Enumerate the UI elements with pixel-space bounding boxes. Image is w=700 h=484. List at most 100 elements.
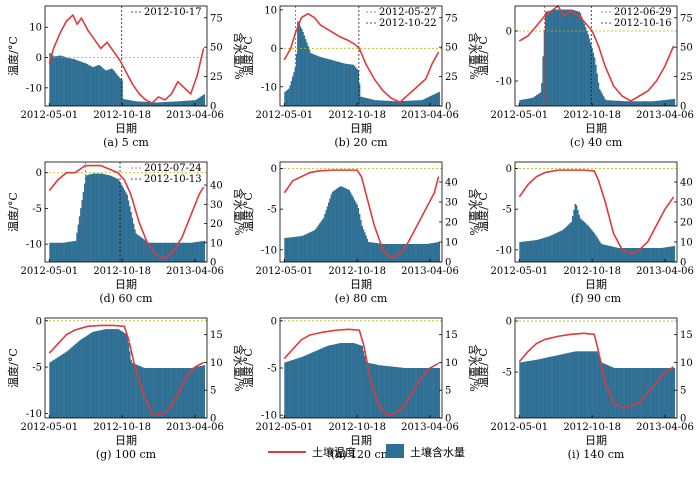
moisture-bar — [650, 368, 652, 418]
moisture-bar — [53, 359, 55, 418]
moisture-bar — [334, 344, 336, 418]
moisture-bar — [656, 100, 659, 106]
moisture-bar — [593, 351, 596, 418]
moisture-bar — [108, 69, 110, 106]
moisture-bar — [374, 100, 376, 106]
moisture-bar — [554, 355, 556, 418]
moisture-bar — [633, 248, 636, 262]
moisture-bar — [627, 248, 629, 262]
moisture-bar — [649, 101, 651, 106]
moisture-bar — [172, 101, 175, 106]
plot-frame — [514, 317, 678, 419]
moisture-bar — [357, 70, 360, 106]
moisture-bar — [75, 240, 77, 262]
moisture-bar — [301, 236, 303, 262]
moisture-bar — [320, 57, 322, 106]
moisture-bar — [81, 199, 83, 262]
moisture-bar — [129, 351, 131, 418]
moisture-bar — [369, 363, 371, 418]
moisture-bar — [423, 368, 425, 418]
moisture-bar — [132, 100, 135, 106]
moisture-bar — [195, 99, 198, 106]
moisture-bar — [293, 72, 295, 106]
moisture-bar — [180, 101, 182, 106]
plot-frame — [514, 161, 678, 263]
moisture-bar — [150, 368, 153, 418]
x-tick-label: 2012-05-01 — [255, 422, 313, 433]
moisture-bar — [430, 243, 433, 262]
moisture-bar — [362, 97, 365, 106]
moisture-bar — [167, 242, 170, 262]
right-tick-label: 0 — [210, 258, 216, 269]
moisture-bar — [334, 60, 336, 106]
moisture-bar — [154, 368, 157, 418]
moisture-bar — [409, 100, 411, 106]
moisture-bar — [671, 99, 673, 106]
moisture-bar — [559, 9, 561, 107]
moisture-bar — [167, 368, 170, 418]
moisture-bar — [326, 58, 329, 106]
moisture-bar — [405, 100, 407, 106]
moisture-bar — [384, 365, 387, 418]
ref-legend-label-1: 2012-07-24 — [144, 163, 202, 174]
y-axis-left-label: 温度/°C — [476, 348, 490, 388]
moisture-bar — [416, 244, 419, 262]
moisture-bar — [99, 65, 101, 106]
moisture-bar — [333, 60, 335, 106]
moisture-bar — [405, 244, 407, 262]
moisture-bar — [528, 98, 530, 106]
moisture-bar — [600, 91, 602, 106]
moisture-bar — [599, 358, 601, 418]
moisture-bar — [438, 242, 441, 262]
moisture-bar — [650, 248, 652, 262]
moisture-bar — [325, 58, 327, 106]
moisture-bar — [665, 99, 668, 106]
moisture-bar — [357, 208, 360, 262]
moisture-bar — [89, 174, 91, 262]
moisture-bar — [352, 64, 354, 106]
moisture-bar — [437, 242, 439, 262]
moisture-bar — [201, 96, 203, 106]
moisture-bar — [193, 242, 195, 262]
moisture-bar — [304, 234, 307, 262]
temp-line — [48, 324, 204, 417]
moisture-bar — [436, 368, 438, 418]
moisture-bar — [62, 354, 64, 418]
moisture-bar — [554, 9, 556, 107]
moisture-bar — [658, 368, 660, 418]
moisture-bar — [658, 100, 660, 106]
moisture-bar — [362, 350, 365, 418]
moisture-bar — [575, 10, 578, 106]
moisture-bar — [157, 102, 159, 106]
moisture-bar — [203, 365, 206, 418]
moisture-bar — [67, 350, 69, 418]
moisture-bar — [575, 205, 578, 262]
moisture-bar — [663, 100, 665, 106]
moisture-bar — [285, 90, 288, 106]
moisture-bar — [290, 237, 293, 262]
moisture-bar — [134, 229, 136, 262]
moisture-bar — [645, 248, 647, 262]
moisture-bar — [96, 65, 99, 106]
moisture-bar — [114, 177, 117, 262]
moisture-bar — [533, 96, 535, 106]
y-axis-left-label: 温度/°C — [241, 192, 255, 232]
moisture-bar — [126, 334, 128, 418]
moisture-bar — [361, 97, 363, 106]
moisture-bar — [54, 56, 56, 106]
moisture-bar — [662, 368, 664, 418]
moisture-bar — [523, 241, 525, 262]
moisture-bar — [551, 10, 553, 107]
moisture-bar — [640, 368, 642, 418]
moisture-bar — [545, 357, 547, 418]
moisture-bar — [534, 240, 537, 262]
moisture-bar — [391, 366, 393, 418]
moisture-bar — [412, 100, 415, 106]
moisture-bar — [595, 64, 597, 106]
moisture-bar — [654, 101, 656, 106]
moisture-bar — [394, 244, 397, 262]
moisture-bar — [527, 361, 529, 418]
moisture-bar — [347, 343, 349, 418]
moisture-bar — [73, 345, 76, 418]
moisture-bar — [357, 344, 360, 418]
